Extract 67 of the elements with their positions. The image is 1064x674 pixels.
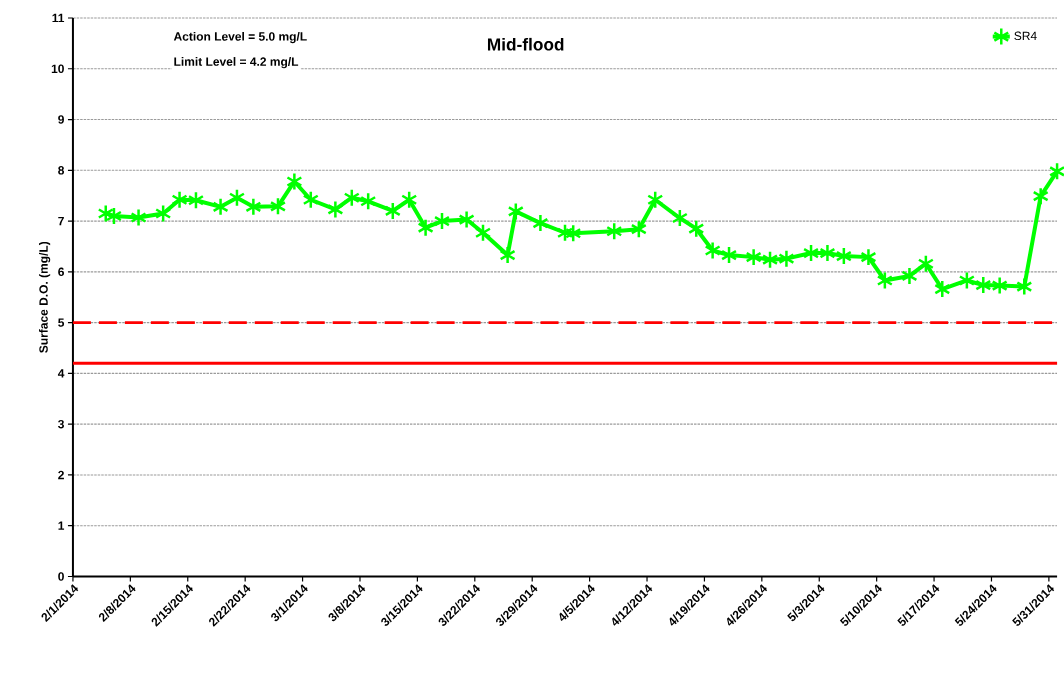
point <box>704 241 721 260</box>
point <box>745 247 762 267</box>
point <box>154 204 172 223</box>
y-tick-label: 9 <box>58 115 64 124</box>
point <box>761 250 779 269</box>
point <box>105 206 123 226</box>
point <box>630 219 647 239</box>
point <box>1048 161 1064 181</box>
annotation: Action Level = 5.0 mg/L <box>173 31 307 43</box>
point <box>507 201 524 221</box>
point <box>302 190 319 209</box>
point <box>499 245 516 265</box>
point <box>819 243 836 263</box>
point <box>975 275 992 295</box>
point <box>327 199 344 219</box>
point <box>1032 186 1049 206</box>
point <box>778 249 795 268</box>
point <box>917 254 935 273</box>
point <box>474 223 492 242</box>
point <box>458 210 475 229</box>
point <box>269 196 287 216</box>
point <box>671 208 688 228</box>
point <box>860 247 877 267</box>
point <box>606 221 623 241</box>
point <box>360 191 377 211</box>
y-tick-label: 1 <box>58 521 65 530</box>
point <box>245 197 262 216</box>
point <box>384 201 401 220</box>
point <box>565 223 582 243</box>
point <box>401 190 418 209</box>
annotation: Limit Level = 4.2 mg/L <box>174 56 299 69</box>
point <box>991 276 1008 295</box>
point <box>802 243 820 263</box>
point <box>417 218 434 237</box>
point <box>212 197 229 216</box>
point <box>171 190 188 209</box>
y-tick-label: 7 <box>58 216 64 225</box>
legend-label: SR4 <box>1014 31 1037 40</box>
point <box>130 208 147 227</box>
point <box>228 188 246 207</box>
point <box>647 190 664 209</box>
y-tick-label: 6 <box>58 267 64 276</box>
text: Mid-flood <box>487 37 564 51</box>
point <box>835 246 853 266</box>
y-tick-label: 10 <box>51 64 64 73</box>
y-tick-label: 4 <box>57 369 65 378</box>
y-tick-label: 0 <box>58 572 64 581</box>
y-tick-label: 3 <box>58 419 64 429</box>
y-tick-label: 5 <box>58 318 65 327</box>
point <box>876 271 894 290</box>
point <box>532 213 549 233</box>
y-tick-label: 8 <box>58 165 65 175</box>
point <box>688 219 705 238</box>
point <box>556 223 574 242</box>
point <box>343 188 360 207</box>
point <box>286 172 303 191</box>
point <box>958 271 976 290</box>
point <box>901 266 918 285</box>
point <box>97 204 114 223</box>
y-tick-label: 2 <box>58 470 64 479</box>
point <box>1016 277 1033 296</box>
point <box>720 245 738 265</box>
y-axis-title: Surface D.O. (mg/L) <box>38 241 51 353</box>
y-tick-label: 11 <box>52 13 65 22</box>
point <box>433 211 451 231</box>
point <box>187 190 205 210</box>
point <box>934 279 951 299</box>
